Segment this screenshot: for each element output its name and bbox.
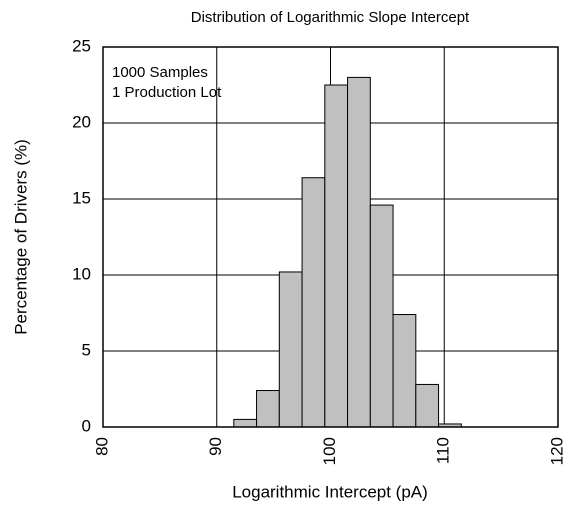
bar	[347, 76, 371, 428]
bar	[324, 84, 349, 428]
bar	[369, 204, 394, 428]
bar	[301, 177, 326, 428]
x-axis-label: Logarithmic Intercept (pA)	[232, 482, 428, 501]
x-tick-label: 80	[92, 437, 111, 456]
annotation: 1 Production Lot	[112, 84, 222, 101]
chart-title: Distribution of Logarithmic Slope Interc…	[191, 9, 470, 26]
y-tick-label: 0	[82, 416, 91, 435]
y-tick-label: 25	[72, 36, 91, 55]
y-tick-label: 5	[82, 340, 91, 359]
annotation: 1000 Samples	[112, 64, 208, 81]
x-tick-label: 120	[547, 437, 566, 465]
x-tick-label: 100	[320, 437, 339, 465]
bar	[256, 390, 280, 428]
y-tick-label: 20	[72, 112, 91, 131]
y-axis-label: Percentage of Drivers (%)	[11, 139, 30, 335]
bar	[233, 418, 258, 428]
x-tick-label: 110	[434, 437, 453, 464]
y-tick-label: 10	[72, 264, 91, 283]
y-tick-label: 15	[72, 188, 91, 207]
bar	[278, 271, 303, 428]
bar	[415, 383, 440, 428]
plot-frame	[102, 46, 559, 428]
x-tick-label: 90	[206, 437, 225, 456]
bar	[392, 314, 417, 428]
